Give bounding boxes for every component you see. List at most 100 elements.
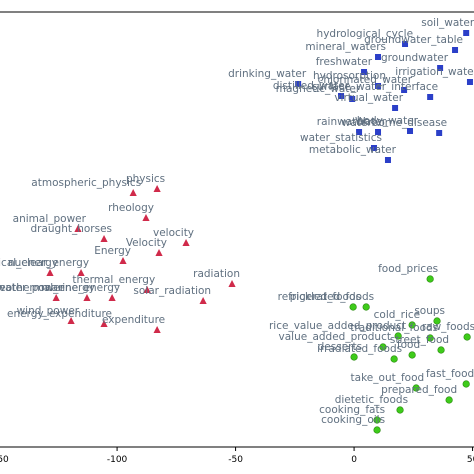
point-label: solar_radiation xyxy=(133,285,211,297)
point-label: atmospheric_physics xyxy=(31,177,141,189)
point-label: geothermal_energy xyxy=(0,282,95,294)
point xyxy=(338,93,345,99)
point xyxy=(46,269,54,276)
point xyxy=(392,105,399,111)
point-label: cold_rice xyxy=(374,309,421,321)
point-label: mineral_waters xyxy=(305,41,386,53)
plot-frame xyxy=(0,11,474,448)
point-label: magnetic_water xyxy=(276,83,361,95)
point-label: Velocity xyxy=(126,237,167,249)
point xyxy=(445,396,453,404)
point-label: Energy xyxy=(94,245,131,257)
point xyxy=(426,334,434,342)
point-label: drinking_water xyxy=(228,68,307,80)
point xyxy=(153,326,161,333)
point xyxy=(463,30,470,36)
point-label: body_water xyxy=(357,115,419,127)
point-label: groundwater_table xyxy=(364,34,463,46)
point xyxy=(142,214,150,221)
point-label: water_statistics xyxy=(300,132,382,144)
point xyxy=(361,69,368,75)
point xyxy=(350,353,358,361)
point-label: metabolic_water xyxy=(309,144,397,156)
point xyxy=(408,351,416,359)
point-label: nuclear_energy xyxy=(8,257,89,269)
point xyxy=(74,225,82,232)
point-label: rheology xyxy=(108,202,154,214)
point-label: fast_food xyxy=(426,368,474,380)
point xyxy=(402,41,409,47)
point xyxy=(199,297,207,304)
point xyxy=(349,96,356,102)
point xyxy=(182,239,190,246)
point-label: irradiated_foods xyxy=(317,343,402,355)
point-label: dietetic_foods xyxy=(335,394,408,406)
point-label: soups xyxy=(414,305,445,317)
point-label: thermal_energy xyxy=(72,274,155,286)
point-label: distilled_water xyxy=(273,80,350,92)
point xyxy=(119,257,127,264)
point-label: cooking_oils xyxy=(321,414,385,426)
point-label: Water xyxy=(355,116,387,128)
point xyxy=(100,235,108,242)
point-label: hydrosorption xyxy=(313,70,386,82)
point xyxy=(100,320,108,327)
point xyxy=(349,303,357,311)
point-label: waterborne_disease xyxy=(342,117,447,129)
point-label: draught_horses xyxy=(30,223,112,235)
point xyxy=(437,346,445,354)
point xyxy=(401,87,408,93)
point xyxy=(108,294,116,301)
point-label: rice_value_added_product xyxy=(269,320,406,332)
x-tick-label: 50 xyxy=(467,455,474,465)
point xyxy=(375,83,382,89)
point xyxy=(67,317,75,324)
point xyxy=(375,129,382,135)
point-label: desserts xyxy=(318,341,362,353)
point-label: water_power xyxy=(0,282,65,294)
point xyxy=(408,321,416,329)
point xyxy=(375,54,382,60)
point-label: surface_water_interface xyxy=(312,81,438,93)
point-label: soil_water xyxy=(421,17,474,29)
point xyxy=(379,343,387,351)
point xyxy=(426,275,434,283)
point-label: raw_foods xyxy=(422,321,474,333)
point xyxy=(129,189,137,196)
point-label: value_added_product xyxy=(279,331,391,343)
point-label: rainwater xyxy=(317,116,368,128)
point xyxy=(362,303,370,311)
point-label: velocity xyxy=(153,227,194,239)
x-tick-label: -50 xyxy=(228,455,243,465)
point xyxy=(228,280,236,287)
point-label: animal_power xyxy=(13,213,87,225)
point-label: freshwater xyxy=(316,56,373,68)
point-label: energy_expenditure xyxy=(7,308,112,320)
x-tick-label: -100 xyxy=(107,455,128,465)
point xyxy=(370,145,377,151)
point xyxy=(452,47,459,53)
point-label: food_prices xyxy=(378,263,438,275)
point xyxy=(153,185,161,192)
point-label: pickled_foods xyxy=(290,291,361,303)
point-label: irrigation_water xyxy=(395,66,474,78)
point-label: take_out_food xyxy=(351,372,425,384)
point xyxy=(373,416,381,424)
point-label: cooking_fats xyxy=(319,404,385,416)
point-label: traditional_foods xyxy=(350,322,438,334)
point xyxy=(433,317,441,325)
point xyxy=(390,355,398,363)
point xyxy=(52,294,60,301)
point-label: food xyxy=(397,339,420,351)
point-label: chlorinated_water xyxy=(318,74,413,86)
point-label: hydrological_cycle xyxy=(317,28,413,40)
point-label: street_food xyxy=(390,334,449,346)
point xyxy=(394,332,402,340)
point xyxy=(427,94,434,100)
point xyxy=(462,380,470,388)
point xyxy=(143,286,151,293)
point xyxy=(77,269,85,276)
point-label: groundwater xyxy=(381,52,449,64)
point xyxy=(463,333,471,341)
